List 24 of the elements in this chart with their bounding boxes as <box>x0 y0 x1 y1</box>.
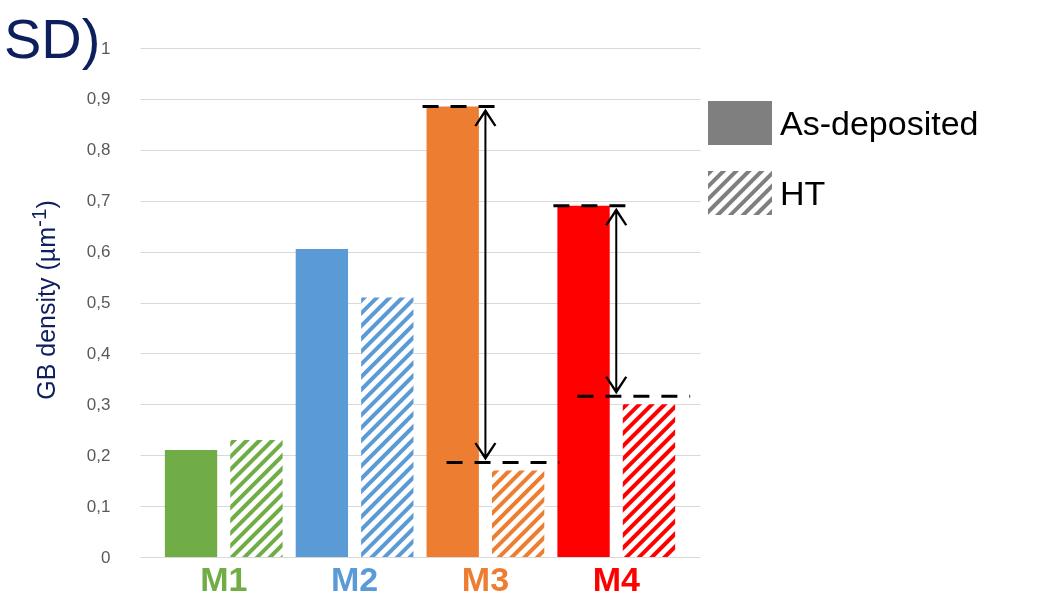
y-tick-label: 0 <box>101 547 111 567</box>
y-tick-label: 0,2 <box>86 445 111 465</box>
bar <box>295 249 349 557</box>
x-tick-label: M4 <box>592 559 640 598</box>
x-tick-label: M2 <box>330 559 379 598</box>
y-tick-label: 0,7 <box>86 191 111 211</box>
bar <box>164 450 218 557</box>
bar <box>361 297 414 557</box>
y-tick-label: 0,6 <box>86 242 111 262</box>
text: HT <box>780 173 826 213</box>
y-tick-label: 0,8 <box>86 140 111 160</box>
y-tick-label: 0,9 <box>86 89 111 109</box>
y-tick-label: 0,3 <box>86 394 111 414</box>
y-tick-label: 0,1 <box>86 496 111 516</box>
x-tick-label: M1 <box>200 559 248 598</box>
chart-title: SD) <box>4 6 101 71</box>
bar <box>622 404 676 557</box>
text: As-deposited <box>780 103 979 143</box>
y-tick-label: 1 <box>101 38 111 58</box>
y-tick-label: 0,4 <box>86 343 111 363</box>
y-tick-label: 0,5 <box>86 293 111 312</box>
bar <box>491 470 545 557</box>
x-tick-label: M3 <box>461 559 510 598</box>
bar <box>230 439 283 557</box>
